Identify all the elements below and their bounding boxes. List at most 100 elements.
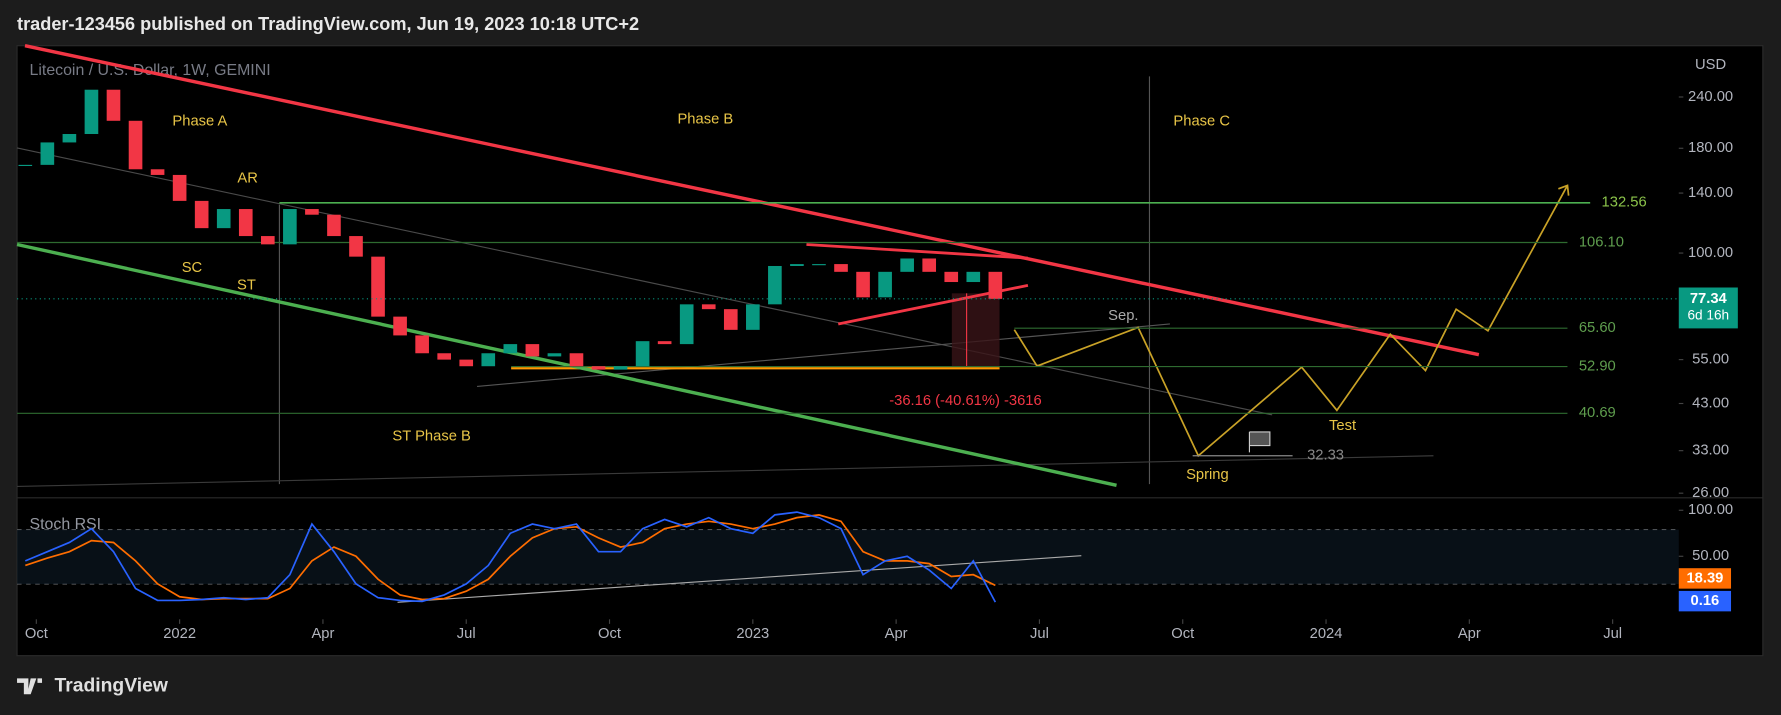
annotation: AR <box>237 171 258 187</box>
x-tick-label: 2024 <box>1310 626 1343 642</box>
x-tick-label: Oct <box>25 626 48 642</box>
candle <box>18 164 33 167</box>
candle <box>327 214 341 237</box>
price-label: 77.34 <box>1690 291 1728 307</box>
annotation: Phase A <box>172 114 227 130</box>
wedge-line <box>806 243 1029 260</box>
y-tick-label: 100.00 <box>1688 245 1733 261</box>
candle <box>106 89 121 121</box>
currency: USD <box>1695 57 1726 73</box>
annotation: SC <box>182 260 203 276</box>
candle <box>84 89 99 135</box>
candle <box>305 209 319 215</box>
x-tick-label: 2023 <box>736 626 769 642</box>
stoch-k-box <box>1678 590 1732 612</box>
y-tick-label: 26.00 <box>1692 485 1729 501</box>
annotation: Test <box>1329 418 1356 434</box>
candle <box>988 271 1003 299</box>
candle <box>790 264 804 266</box>
candle <box>128 120 143 170</box>
candle <box>283 209 297 245</box>
trend-line <box>17 455 1434 487</box>
candle <box>172 174 187 201</box>
x-tick-label: Jul <box>1030 626 1049 642</box>
y-tick-label: 43.00 <box>1692 395 1729 411</box>
candle <box>260 236 275 245</box>
x-tick-label: Apr <box>885 626 908 642</box>
candle <box>371 256 385 317</box>
trend-line <box>16 147 1273 416</box>
candle <box>878 271 892 298</box>
candle <box>194 200 209 229</box>
x-tick-label: 2022 <box>163 626 196 642</box>
candle <box>679 304 694 345</box>
x-tick-label: Jul <box>457 626 476 642</box>
candle <box>437 353 451 360</box>
candle <box>459 359 474 367</box>
annotation: 32.33 <box>1307 448 1344 464</box>
annotation: Sep. <box>1108 308 1138 324</box>
projection-arrow <box>1558 184 1570 196</box>
level-label: 40.69 <box>1579 405 1616 421</box>
trend-line <box>477 323 1170 388</box>
stoch-fill <box>17 529 1679 585</box>
level-label: 52.90 <box>1579 358 1616 374</box>
candle <box>812 264 826 266</box>
annotation: Phase B <box>677 111 733 127</box>
resistance-trend <box>24 44 1480 357</box>
x-tick-label: Oct <box>1171 626 1194 642</box>
annotation: ST Phase B <box>392 428 471 444</box>
annotation: Phase C <box>1173 114 1230 130</box>
x-tick-label: Apr <box>1458 626 1481 642</box>
x-tick-label: Oct <box>598 626 621 642</box>
candle <box>635 341 650 367</box>
stoch-trend <box>397 555 1082 603</box>
y-tick-label: 55.00 <box>1692 352 1729 368</box>
candle <box>62 134 77 143</box>
flag-icon <box>1248 431 1271 453</box>
y-tick-label: 240.00 <box>1688 89 1733 105</box>
candle <box>481 353 496 367</box>
stoch-title: Stoch RSI <box>30 516 102 533</box>
candle <box>150 169 165 175</box>
stoch-tick-label: 50.00 <box>1692 548 1729 564</box>
stoch-d-line <box>25 514 996 601</box>
y-tick-label: 33.00 <box>1692 443 1729 459</box>
price-box <box>1678 287 1738 329</box>
level-label: 106.10 <box>1579 234 1624 250</box>
logo-icon <box>17 678 43 695</box>
support-trend <box>16 242 1117 487</box>
candle <box>966 271 981 283</box>
candle <box>834 264 848 272</box>
symbol-title: Litecoin / U.S. Dollar, 1W, GEMINI <box>30 62 271 79</box>
measure-label: -36.16 (-40.61%) -3616 <box>889 393 1042 409</box>
header: trader-123456 published on TradingView.c… <box>17 14 639 34</box>
candle <box>922 258 937 272</box>
measure-box <box>951 293 1000 368</box>
y-tick-label: 140.00 <box>1688 185 1733 201</box>
candle <box>393 316 407 336</box>
x-tick-label: Jul <box>1603 626 1622 642</box>
annotation: ST <box>237 277 256 293</box>
candle <box>657 341 672 345</box>
candle <box>503 344 518 354</box>
candle <box>768 265 782 305</box>
candle <box>900 258 914 272</box>
candle <box>944 271 959 283</box>
y-tick-label: 180.00 <box>1688 140 1733 156</box>
x-tick-label: Apr <box>311 626 334 642</box>
candle <box>547 353 562 357</box>
footer-logo: TradingView <box>55 675 169 696</box>
candle <box>569 353 584 367</box>
candle <box>525 344 540 357</box>
stoch-k-line <box>24 511 997 603</box>
candle <box>701 304 716 310</box>
level-label: 65.60 <box>1579 320 1616 336</box>
candle <box>723 309 738 330</box>
projection-path <box>1013 185 1569 458</box>
annotation: Spring <box>1186 467 1229 483</box>
stoch-d-label: 18.39 <box>1686 570 1723 586</box>
stoch-tick-label: 100.00 <box>1688 502 1733 518</box>
stoch-d-box <box>1678 568 1732 589</box>
